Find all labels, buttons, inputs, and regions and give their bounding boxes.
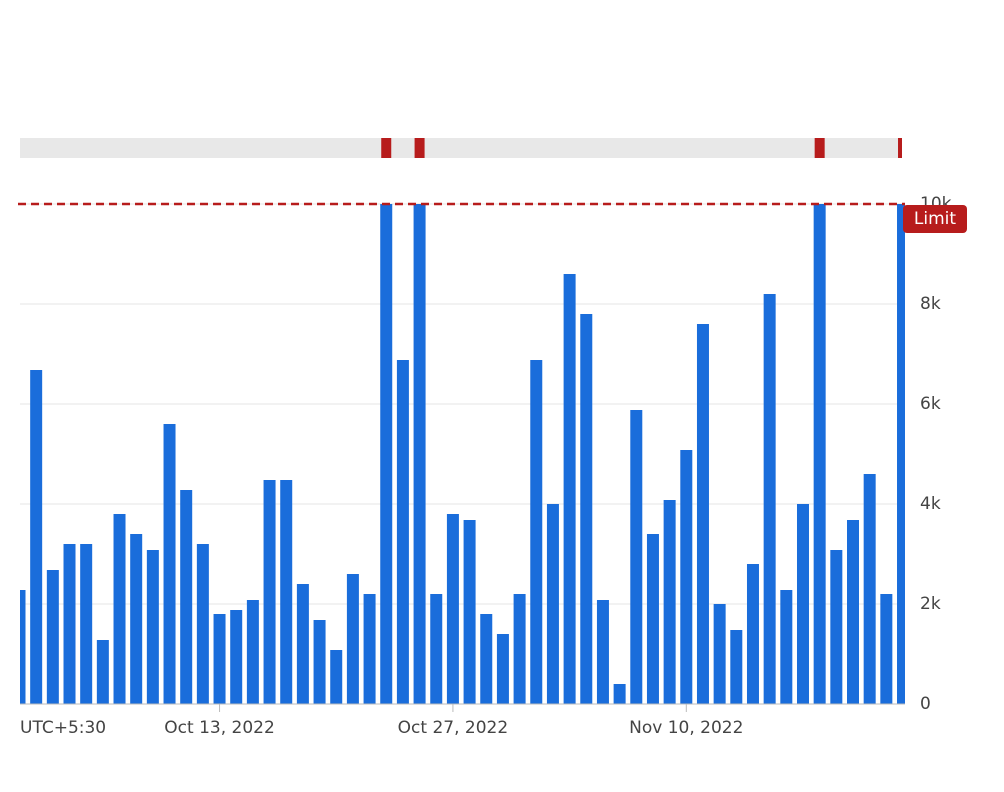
bar <box>280 480 293 704</box>
x-tick-label: Oct 27, 2022 <box>398 718 509 738</box>
limit-badge <box>903 205 967 233</box>
over-limit-marker <box>898 138 902 158</box>
bar <box>446 514 459 704</box>
bar <box>880 594 893 704</box>
y-tick-label: 6k <box>920 394 941 414</box>
bars <box>20 204 905 704</box>
bar <box>396 360 409 704</box>
over-limit-marker <box>381 138 392 158</box>
over-limit-marker <box>414 138 425 158</box>
y-tick-label: 8k <box>920 294 941 314</box>
bar <box>463 520 476 704</box>
bar <box>696 324 709 704</box>
overview-strip <box>20 138 902 158</box>
x-tick-label: Nov 10, 2022 <box>629 718 743 738</box>
bar <box>46 570 59 704</box>
bar <box>646 534 659 704</box>
y-tick-label: 2k <box>920 594 941 614</box>
bar <box>80 544 93 704</box>
bar <box>30 370 43 704</box>
bar <box>196 544 209 704</box>
bar <box>746 564 759 704</box>
bar <box>63 544 76 704</box>
bar <box>680 450 693 704</box>
bar <box>780 590 793 704</box>
bar <box>413 204 426 704</box>
bar <box>563 274 576 704</box>
bar <box>513 594 526 704</box>
bar <box>180 490 193 704</box>
bar <box>730 630 743 704</box>
bar <box>630 410 643 704</box>
bar <box>897 204 905 704</box>
bar <box>20 590 26 704</box>
bar <box>580 314 593 704</box>
bar <box>763 294 776 704</box>
bar <box>596 600 609 704</box>
bar <box>230 610 243 704</box>
bar <box>430 594 443 704</box>
bar <box>113 514 126 704</box>
bar <box>480 614 493 704</box>
bar <box>713 604 726 704</box>
y-tick-label: 0 <box>920 694 931 714</box>
bar <box>146 550 159 704</box>
bar <box>363 594 376 704</box>
bar <box>380 204 393 704</box>
bar <box>830 550 843 704</box>
bar <box>530 360 543 704</box>
y-tick-label: 4k <box>920 494 941 514</box>
bar <box>847 520 859 704</box>
bar <box>130 534 143 704</box>
bar <box>246 600 259 704</box>
bar <box>96 640 109 704</box>
bar <box>163 424 176 704</box>
bar <box>496 634 509 704</box>
bar <box>263 480 276 704</box>
bar <box>213 614 226 704</box>
bar <box>813 204 826 704</box>
x-tick-label: Oct 13, 2022 <box>164 718 275 738</box>
bar <box>330 650 343 704</box>
bar <box>313 620 326 704</box>
bar <box>863 474 876 704</box>
bar <box>663 500 676 704</box>
limit-label: Limit <box>914 209 956 229</box>
bar <box>296 584 309 704</box>
bar <box>613 684 626 704</box>
over-limit-marker <box>814 138 825 158</box>
bar <box>796 504 809 704</box>
bar <box>546 504 559 704</box>
timezone-label: UTC+5:30 <box>20 718 106 738</box>
bar <box>346 574 359 704</box>
